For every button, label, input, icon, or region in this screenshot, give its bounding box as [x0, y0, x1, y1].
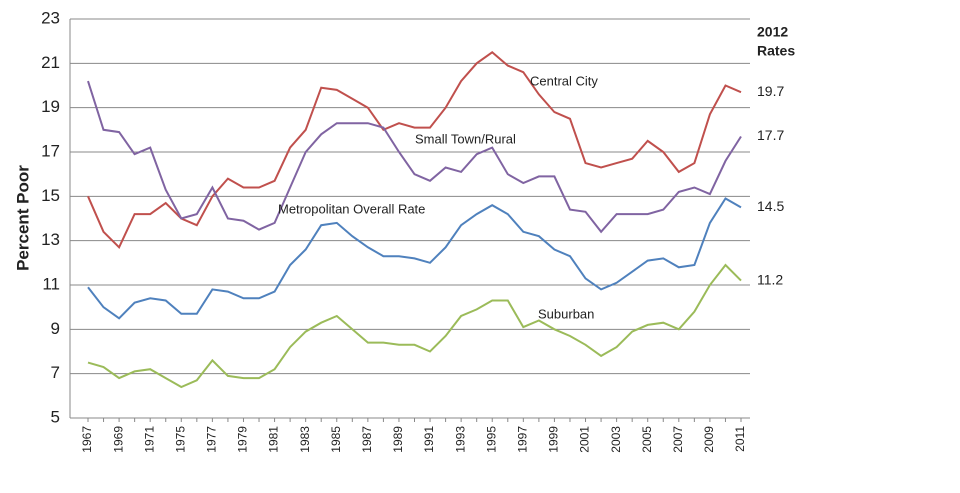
y-tick-label: 15 — [41, 186, 60, 205]
y-axis-label: Percent Poor — [13, 165, 32, 271]
x-tick-label: 1987 — [360, 426, 374, 453]
y-tick-label: 17 — [41, 141, 60, 160]
series-label: Central City — [530, 73, 598, 88]
y-tick-label: 7 — [51, 363, 60, 382]
x-tick-label: 1971 — [142, 426, 156, 453]
series-line — [87, 51, 742, 250]
series-line — [87, 197, 742, 320]
x-tick-label: 1981 — [267, 426, 281, 453]
x-tick-label: 2001 — [578, 426, 592, 453]
series-label: Metropolitan Overall Rate — [278, 201, 425, 216]
rate-label: 19.7 — [757, 83, 784, 99]
y-tick-label: 19 — [41, 97, 60, 116]
y-tick-label: 23 — [41, 8, 60, 27]
x-tick-label: 1985 — [329, 426, 343, 453]
x-tick-label: 1997 — [516, 426, 530, 453]
x-tick-label: 1991 — [422, 426, 436, 453]
rate-label: 17.7 — [757, 127, 784, 143]
x-tick-label: 1999 — [547, 426, 561, 453]
x-tick-label: 2009 — [702, 426, 716, 453]
y-tick-label: 9 — [51, 319, 60, 338]
x-tick-label: 1983 — [298, 426, 312, 453]
series-line — [87, 263, 742, 389]
x-tick-label: 1977 — [205, 426, 219, 453]
x-tick-label: 1979 — [236, 426, 250, 453]
x-tick-label: 1989 — [391, 426, 405, 453]
x-tick-label: 1967 — [80, 426, 94, 453]
series-line — [87, 80, 742, 234]
y-tick-label: 21 — [41, 53, 60, 72]
x-tick-label: 2005 — [640, 426, 654, 453]
rate-label: 14.5 — [757, 198, 784, 214]
series-label: Small Town/Rural — [415, 131, 516, 146]
x-tick-label: 1993 — [453, 426, 467, 453]
y-tick-label: 5 — [51, 407, 60, 426]
x-tick-label: 1995 — [484, 426, 498, 453]
x-tick-label: 2011 — [733, 426, 747, 452]
series-label: Suburban — [538, 306, 594, 321]
rate-label: 11.2 — [757, 271, 783, 287]
y-tick-label: 13 — [41, 230, 60, 249]
x-tick-label: 2007 — [671, 426, 685, 453]
x-tick-label: 1975 — [173, 426, 187, 453]
x-tick-label: 1969 — [111, 426, 125, 453]
y-tick-label: 11 — [42, 274, 60, 293]
rates-title: Rates — [757, 43, 795, 59]
x-tick-label: 2003 — [609, 426, 623, 453]
rates-title: 2012 — [757, 24, 788, 40]
